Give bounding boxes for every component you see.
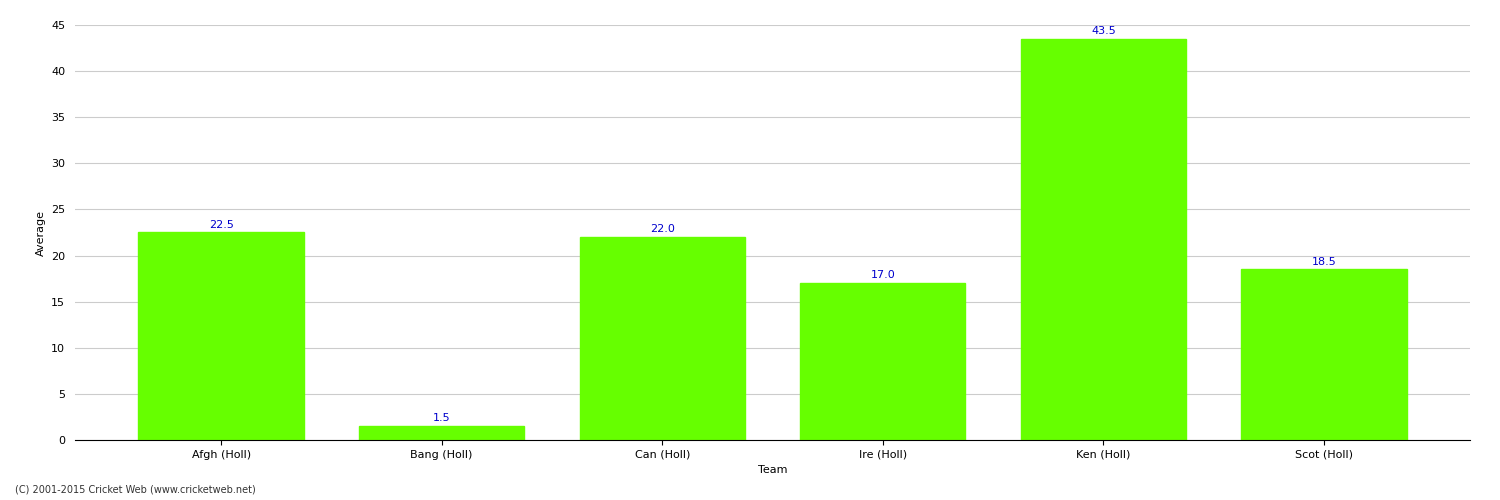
Text: (C) 2001-2015 Cricket Web (www.cricketweb.net): (C) 2001-2015 Cricket Web (www.cricketwe… <box>15 485 255 495</box>
Bar <box>800 283 966 440</box>
Text: 1.5: 1.5 <box>433 414 450 424</box>
Bar <box>1020 39 1186 440</box>
Text: 43.5: 43.5 <box>1090 26 1116 36</box>
Y-axis label: Average: Average <box>36 210 45 256</box>
Bar <box>138 232 304 440</box>
Text: 22.0: 22.0 <box>650 224 675 234</box>
Text: 17.0: 17.0 <box>870 270 895 280</box>
X-axis label: Team: Team <box>758 466 788 475</box>
Text: 18.5: 18.5 <box>1311 256 1336 266</box>
Bar <box>358 426 525 440</box>
Bar <box>1240 270 1407 440</box>
Bar <box>579 237 746 440</box>
Text: 22.5: 22.5 <box>209 220 234 230</box>
